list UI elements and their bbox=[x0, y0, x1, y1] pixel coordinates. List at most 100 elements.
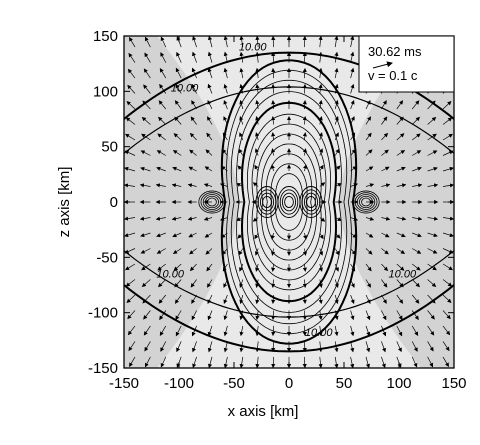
inner-region bbox=[157, 36, 421, 368]
velocity-arrow bbox=[334, 51, 339, 63]
velocity-arrow bbox=[270, 232, 275, 240]
velocity-arrow bbox=[334, 116, 339, 125]
velocity-arrow bbox=[350, 263, 356, 272]
velocity-arrow bbox=[381, 149, 389, 156]
velocity-arrow bbox=[124, 166, 136, 172]
velocity-arrow bbox=[172, 166, 182, 172]
velocity-arrow bbox=[191, 67, 197, 79]
velocity-arrow bbox=[143, 310, 151, 320]
velocity-arrow bbox=[252, 182, 259, 187]
velocity-arrow bbox=[427, 216, 439, 221]
velocity-arrow bbox=[412, 183, 423, 188]
velocity-arrow bbox=[427, 166, 438, 172]
velocity-arrow bbox=[255, 341, 260, 353]
velocity-arrow bbox=[271, 100, 276, 110]
velocity-arrow bbox=[365, 232, 374, 238]
velocity-arrow bbox=[412, 232, 422, 238]
velocity-arrow bbox=[141, 133, 151, 141]
velocity-arrow bbox=[207, 294, 213, 305]
velocity-arrow bbox=[396, 325, 403, 337]
velocity-arrow bbox=[442, 216, 454, 221]
velocity-arrow bbox=[160, 52, 167, 63]
velocity-arrow bbox=[271, 83, 276, 94]
velocity-arrow bbox=[172, 150, 182, 156]
velocity-arrow bbox=[302, 325, 307, 337]
velocity-arrow bbox=[365, 310, 371, 321]
x-tick-label: 100 bbox=[386, 375, 411, 392]
velocity-arrow bbox=[412, 248, 422, 254]
velocity-arrow bbox=[365, 356, 371, 368]
velocity-arrow bbox=[207, 279, 213, 288]
velocity-arrow bbox=[176, 341, 182, 353]
velocity-arrow bbox=[411, 279, 420, 288]
velocity-arrow bbox=[171, 183, 182, 188]
velocity-arrow-icon bbox=[372, 61, 393, 69]
velocity-arrow bbox=[254, 232, 259, 240]
velocity-arrow bbox=[365, 116, 371, 125]
velocity-arrow bbox=[223, 325, 228, 337]
velocity-arrow bbox=[412, 166, 422, 172]
velocity-arrow bbox=[381, 100, 387, 110]
velocity-arrow bbox=[271, 132, 276, 141]
velocity-arrow bbox=[207, 36, 213, 48]
velocity-arrow bbox=[271, 67, 276, 79]
velocity-arrow bbox=[254, 248, 259, 256]
velocity-arrow bbox=[271, 294, 276, 304]
velocity-arrow bbox=[207, 51, 213, 63]
velocity-arrow bbox=[427, 294, 436, 304]
velocity-arrow bbox=[427, 310, 435, 320]
contour-label: 10.00 bbox=[305, 327, 333, 339]
velocity-arrow bbox=[189, 263, 197, 272]
velocity-arrow bbox=[302, 132, 307, 141]
velocity-arrow bbox=[190, 279, 197, 288]
velocity-arrow bbox=[128, 52, 136, 63]
velocity-arrow bbox=[255, 36, 260, 48]
velocity-arrow bbox=[239, 356, 244, 368]
velocity-arrow bbox=[222, 248, 228, 256]
velocity-arrow bbox=[191, 325, 197, 337]
info-box-frame bbox=[358, 35, 455, 93]
velocity-arrow bbox=[396, 166, 406, 172]
velocity-arrow bbox=[302, 310, 307, 321]
velocity-arrow bbox=[124, 216, 136, 221]
velocity-arrow bbox=[159, 310, 167, 321]
velocity-arrow bbox=[334, 36, 339, 48]
velocity-arrow bbox=[381, 116, 388, 125]
velocity-arrow bbox=[203, 216, 213, 221]
velocity-arrow bbox=[207, 310, 213, 321]
velocity-arrow bbox=[411, 263, 421, 271]
velocity-arrow bbox=[175, 310, 182, 321]
velocity-arrow bbox=[334, 279, 339, 288]
velocity-arrow bbox=[271, 51, 276, 63]
velocity-arrow bbox=[222, 132, 228, 141]
velocity-arrow bbox=[172, 232, 182, 238]
velocity-arrow bbox=[159, 325, 167, 337]
velocity-arrow bbox=[334, 356, 339, 368]
velocity-arrow bbox=[156, 248, 166, 254]
velocity-arrow bbox=[334, 325, 339, 337]
velocity-arrow bbox=[192, 341, 197, 353]
axes: -150 -100 -50 0 50 100 150 -150 -100 -50 0 50 100 150 bbox=[88, 28, 467, 392]
velocity-arrow bbox=[124, 248, 136, 254]
y-tick-label: -50 bbox=[96, 249, 118, 266]
velocity-arrow bbox=[442, 150, 454, 156]
velocity-arrow bbox=[187, 216, 197, 221]
velocity-arrow bbox=[188, 232, 197, 238]
velocity-arrow bbox=[381, 166, 390, 172]
velocity-arrow bbox=[271, 36, 276, 48]
velocity-arrow bbox=[350, 132, 356, 141]
velocity-arrow bbox=[302, 36, 307, 48]
velocity-arrow bbox=[412, 150, 422, 156]
velocity-arrow bbox=[207, 356, 213, 368]
velocity-arrow bbox=[239, 99, 244, 110]
velocity-arrow bbox=[140, 166, 151, 172]
velocity-arrow bbox=[365, 325, 371, 337]
velocity-arrow bbox=[189, 132, 197, 141]
velocity-arrow bbox=[365, 216, 375, 221]
velocity-arrow bbox=[334, 263, 339, 272]
velocity-arrow bbox=[411, 310, 419, 321]
velocity-arrow bbox=[381, 341, 386, 353]
velocity-arrow bbox=[124, 232, 136, 238]
velocity-arrow bbox=[207, 116, 213, 125]
velocity-arrow bbox=[318, 325, 323, 337]
